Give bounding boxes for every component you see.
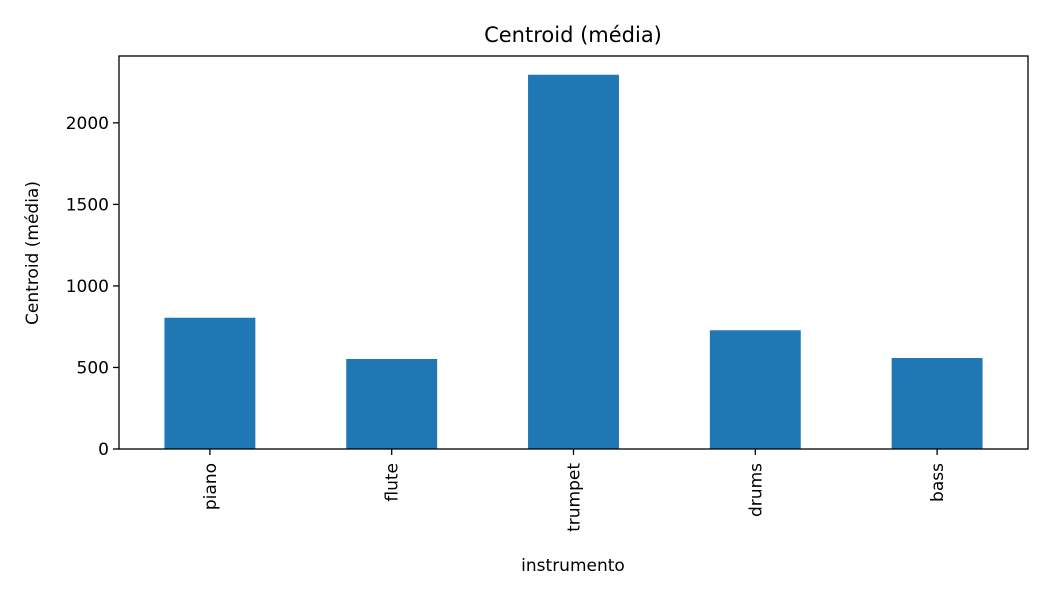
bar-flute (346, 358, 438, 449)
bar-trumpet (528, 74, 619, 449)
x-tick-label-flute: flute (383, 463, 403, 502)
y-axis-label: Centroid (média) (23, 181, 43, 325)
y-tick-label-500: 500 (77, 358, 109, 378)
x-tick-label-piano: piano (201, 463, 221, 510)
x-tick-label-bass: bass (928, 463, 948, 502)
bar-drums (709, 330, 801, 449)
y-tick-label-1500: 1500 (66, 195, 109, 215)
y-axis: 0 500 1000 1500 2000 (66, 114, 119, 460)
x-axis-label: instrumento (521, 556, 625, 576)
x-tick-label-drums: drums (746, 463, 766, 517)
x-axis: piano flute trumpet drums bass (201, 449, 948, 532)
bar-piano (164, 317, 256, 449)
y-tick-label-0: 0 (98, 440, 109, 460)
y-tick-label-1000: 1000 (66, 277, 109, 297)
bar-bass (891, 358, 983, 449)
y-tick-label-2000: 2000 (66, 114, 109, 134)
chart-title: Centroid (média) (484, 23, 662, 47)
x-tick-label-trumpet: trumpet (565, 463, 585, 532)
plot-frame (118, 55, 1029, 450)
bars-group (164, 74, 983, 449)
